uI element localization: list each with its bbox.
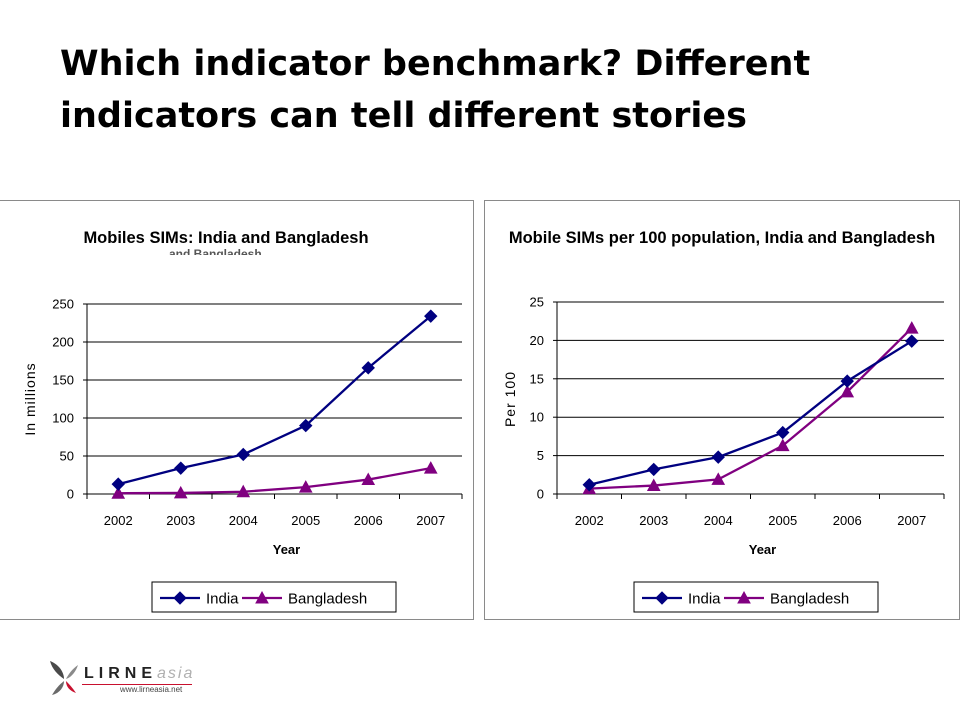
chart-panel-mobile-sims: and Bangladesh Mobiles SIMs: India and B… <box>0 200 474 620</box>
legend-marker <box>255 590 269 604</box>
legend-marker <box>173 591 187 605</box>
x-axis-label: Year <box>749 542 776 557</box>
legend-label: Bangladesh <box>770 591 849 608</box>
chart-panel-sims-per-100: Mobile SIMs per 100 population, India an… <box>484 200 960 620</box>
x-tick-label: 2005 <box>291 513 320 528</box>
y-tick-label: 25 <box>530 295 544 310</box>
data-point-bangladesh <box>236 484 251 498</box>
series-line-india <box>117 315 432 486</box>
y-axis-label: Per 100 <box>502 371 518 427</box>
chart-mobile-sims: 0 50 100 150 200 250 2002 2003 2004 2005 2006 2007 Y… <box>22 297 463 613</box>
y-tick-label: 200 <box>52 335 74 350</box>
y-tick-label: 150 <box>52 373 74 388</box>
y-tick-label: 15 <box>530 371 544 386</box>
legend-label: India <box>688 591 721 608</box>
data-point-india <box>840 374 854 388</box>
data-point-bangladesh <box>298 480 313 493</box>
y-tick-label: 0 <box>537 487 544 502</box>
data-point-india <box>299 418 313 433</box>
x-tick-label: 2002 <box>575 513 604 528</box>
data-point-bangladesh <box>904 321 919 334</box>
series-line-india <box>588 340 913 486</box>
data-point-bangladesh <box>646 478 661 492</box>
x-tick-label: 2003 <box>166 513 195 528</box>
data-point-india <box>111 477 125 491</box>
y-tick-label: 5 <box>537 448 544 463</box>
series-line-bangladesh <box>589 327 913 490</box>
logo-url: www.lirneasia.net <box>120 685 183 694</box>
butterfly-icon <box>50 661 78 695</box>
chart-sims-per-100: 0 5 10 15 20 25 2002 2003 2004 2005 2006 2007 Year Pe… <box>502 295 945 613</box>
x-tick-label: 2007 <box>416 513 445 528</box>
legend-label: Bangladesh <box>288 591 367 608</box>
data-point-bangladesh <box>775 438 790 452</box>
legend-label: India <box>206 591 239 608</box>
data-point-india <box>711 450 725 464</box>
x-tick-label: 2005 <box>768 513 797 528</box>
slide-title: Which indicator benchmark? Different ind… <box>60 44 811 136</box>
x-tick-label: 2007 <box>897 513 926 528</box>
x-tick-label: 2004 <box>229 513 258 528</box>
legend-marker <box>655 591 669 605</box>
y-tick-label: 10 <box>530 410 544 425</box>
x-axis-label: Year <box>273 542 300 557</box>
series-line-bangladesh <box>118 467 431 495</box>
lirneasia-logo: LIRNEasia www.lirneasia.net <box>46 655 196 705</box>
y-tick-label: 0 <box>67 487 74 502</box>
logo-wordmark: LIRNEasia <box>84 665 195 682</box>
chart-title: Mobiles SIMs: India and Bangladesh <box>83 229 369 247</box>
legend-box <box>151 581 397 613</box>
data-point-bangladesh <box>361 472 376 486</box>
overlapped-title-remnant: and Bangladesh <box>169 247 262 255</box>
y-tick-label: 250 <box>52 297 74 312</box>
x-tick-label: 2004 <box>704 513 733 528</box>
chart-title: Mobile SIMs per 100 population, India an… <box>508 229 936 247</box>
data-point-bangladesh <box>423 461 438 474</box>
data-point-india <box>647 462 661 477</box>
x-tick-label: 2006 <box>833 513 862 528</box>
data-point-bangladesh <box>711 472 726 485</box>
data-point-india <box>236 447 250 462</box>
data-point-india <box>174 461 188 475</box>
y-axis-label: In millions <box>22 362 38 435</box>
x-tick-label: 2002 <box>104 513 133 528</box>
legend-marker <box>737 590 751 604</box>
data-point-bangladesh <box>173 485 188 499</box>
logo-divider <box>82 684 192 685</box>
y-tick-label: 50 <box>60 449 74 464</box>
data-point-india <box>582 478 596 492</box>
x-tick-label: 2006 <box>354 513 383 528</box>
data-point-india <box>424 309 438 323</box>
y-tick-label: 100 <box>52 411 74 426</box>
data-point-india <box>776 425 790 440</box>
data-point-bangladesh <box>111 486 126 499</box>
data-point-india <box>361 361 375 375</box>
data-point-bangladesh <box>840 384 855 398</box>
y-tick-label: 20 <box>530 333 544 348</box>
x-tick-label: 2003 <box>639 513 668 528</box>
data-point-india <box>905 334 919 348</box>
